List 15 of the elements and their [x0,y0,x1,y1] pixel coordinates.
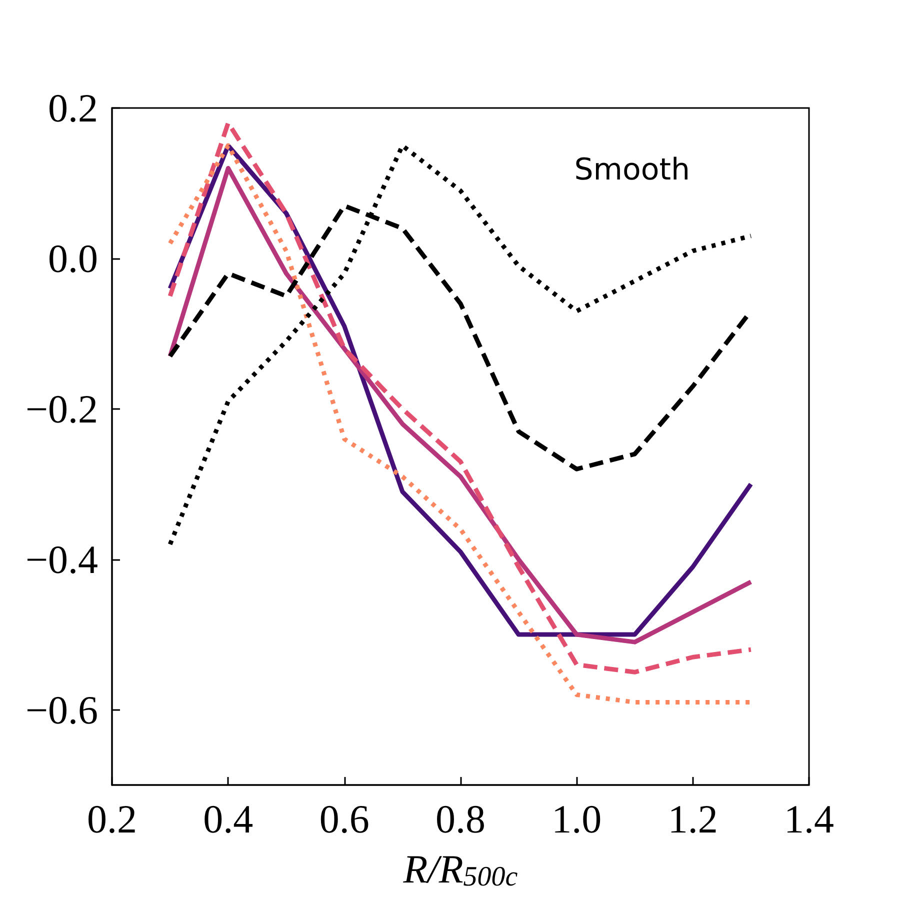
y-tick-label: −0.2 [25,386,98,432]
y-tick-label: 0.2 [48,86,98,130]
x-tick-label: 0.8 [436,796,486,842]
x-tick-label: 0.2 [87,796,137,842]
x-tick-label: 1.2 [668,796,718,842]
x-axis-title: R/R500c [402,846,518,892]
annotation: Smooth [574,152,690,188]
x-tick-label: 1.4 [784,796,834,842]
y-tick-label: −0.6 [25,687,98,732]
y-tick-label: 0.0 [48,236,98,281]
x-tick-label: 0.6 [319,796,370,842]
x-tick-label: 0.4 [203,796,254,842]
y-tick-label: −0.4 [25,536,98,582]
line-series [168,143,754,547]
x-tick-label: 1.0 [552,796,602,842]
